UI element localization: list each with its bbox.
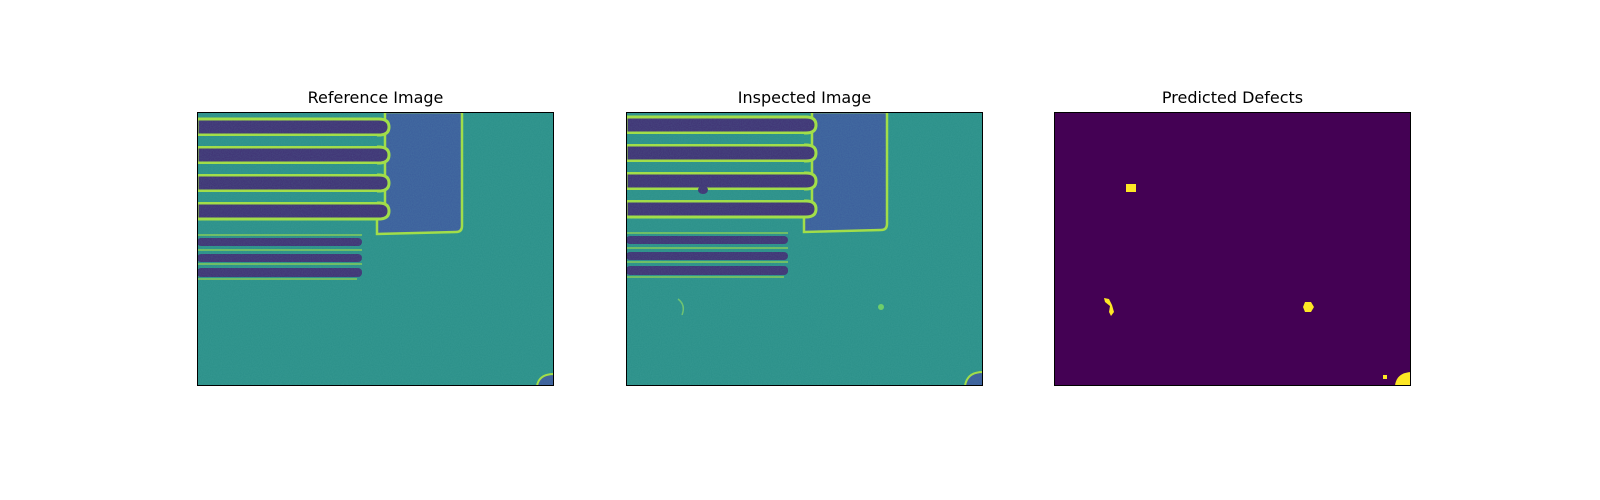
defect-blob-1 [1126, 184, 1136, 192]
reference-image-title: Reference Image [307, 88, 444, 107]
inspected-image-panel: Inspected Image [626, 88, 983, 386]
predicted-defects-panel: Predicted Defects [1054, 88, 1411, 386]
inspected-image [626, 112, 983, 386]
defect-blob-3 [1303, 302, 1314, 312]
defect-blob-4 [1383, 375, 1387, 379]
reference-image-panel: Reference Image [197, 88, 554, 386]
defect-blob-5 [1395, 372, 1411, 386]
inspected-image-title: Inspected Image [737, 88, 872, 107]
predicted-defects-mask [1054, 112, 1411, 386]
predicted-defects-title: Predicted Defects [1161, 88, 1304, 107]
defect-blob-2 [1104, 298, 1114, 316]
reference-image [197, 112, 554, 386]
